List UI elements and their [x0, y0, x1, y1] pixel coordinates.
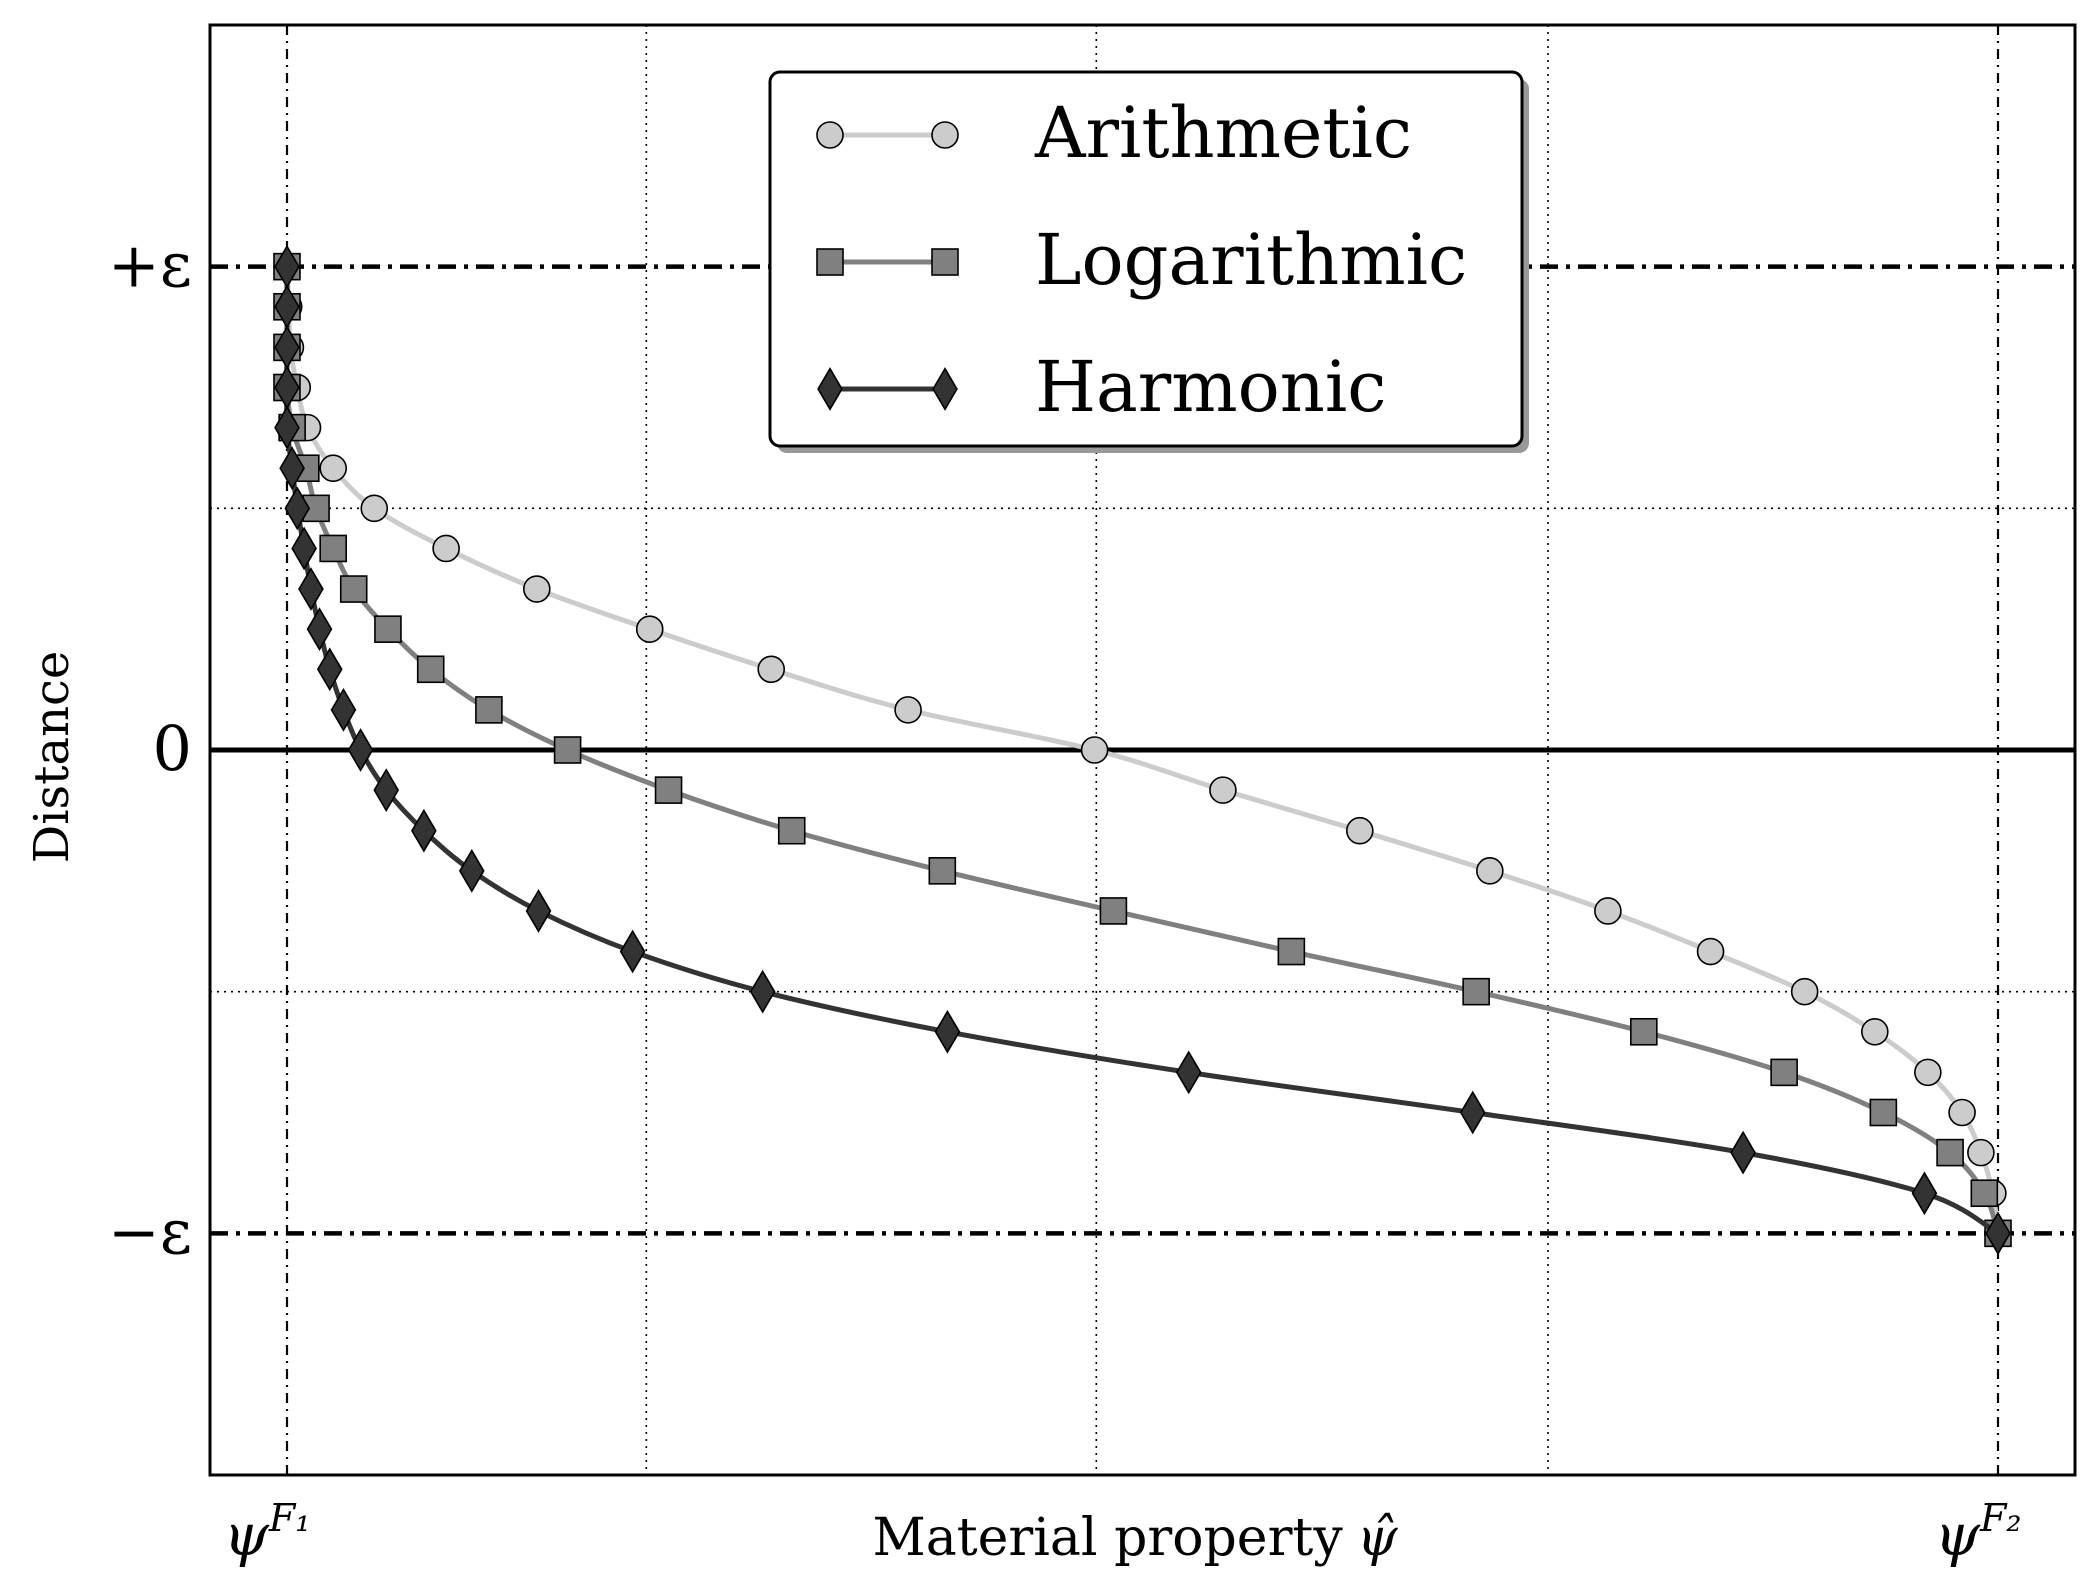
harmonic-point-2 — [274, 325, 300, 370]
legend-marker-start-harmonic — [817, 367, 843, 411]
arithmetic-point-14 — [1345, 816, 1374, 845]
harmonic-point-9 — [306, 607, 333, 652]
x-tick-label-sup-1: F₂ — [1979, 1496, 2022, 1540]
harmonic-point-10 — [316, 647, 343, 692]
harmonic-point-11 — [330, 688, 357, 732]
legend-label-harmonic: Harmonic — [1035, 346, 1386, 428]
legend-marker-end-harmonic — [932, 367, 958, 411]
arithmetic-point-20 — [1914, 1058, 1942, 1087]
x-axis-title-symbol: ψ̂ — [1357, 1508, 1399, 1568]
arithmetic-point-22 — [1967, 1138, 1995, 1167]
harmonic-point-6 — [284, 486, 311, 531]
arithmetic-point-6 — [360, 494, 389, 523]
logarithmic-point-22 — [1936, 1138, 1964, 1167]
x-axis-title: Material property ψ̂ — [873, 1508, 1399, 1568]
arithmetic-point-7 — [432, 534, 460, 563]
arithmetic-point-12 — [1080, 736, 1109, 764]
logarithmic-point-16 — [1099, 897, 1128, 925]
series-layer — [273, 244, 2012, 1256]
logarithmic-point-20 — [1770, 1058, 1798, 1087]
harmonic-point-7 — [291, 526, 317, 571]
harmonic-point-18 — [749, 969, 776, 1014]
harmonic-point-5 — [279, 446, 305, 491]
x-tick-label-0: ψF₁ — [223, 1496, 310, 1569]
y-tick-label-2: −ε — [108, 1195, 192, 1268]
harmonic-point-22 — [1730, 1130, 1756, 1175]
arithmetic-point-5 — [319, 454, 347, 483]
harmonic-point-16 — [525, 889, 552, 933]
logarithmic-point-11 — [475, 696, 503, 724]
legend-box — [768, 70, 1524, 448]
harmonic-point-12 — [347, 728, 374, 772]
x-tick-label-base-1: ψ — [1934, 1501, 1980, 1569]
harmonic-point-17 — [619, 929, 646, 974]
y-tick-label-0: +ε — [108, 229, 192, 302]
legend-marker-start-arithmetic — [816, 121, 844, 149]
x-tick-label-base-0: ψ — [223, 1501, 269, 1569]
logarithmic-point-13 — [654, 776, 683, 804]
harmonic-point-13 — [373, 768, 400, 812]
arithmetic-point-8 — [523, 575, 551, 603]
arithmetic-point-13 — [1209, 776, 1237, 804]
logarithmic-point-23 — [1970, 1179, 1999, 1208]
legend-item-logarithmic: Logarithmic — [816, 219, 1467, 301]
logarithmic-point-14 — [777, 816, 806, 845]
arithmetic-point-16 — [1594, 897, 1622, 925]
arithmetic-point-10 — [757, 655, 786, 684]
harmonic-point-23 — [1911, 1171, 1938, 1216]
logarithmic-point-10 — [416, 655, 445, 684]
reference-lines — [210, 264, 2075, 1236]
arithmetic-point-18 — [1790, 977, 1819, 1006]
x-tick-label-sup-0: F₁ — [268, 1496, 311, 1540]
legend-label-logarithmic: Logarithmic — [1035, 219, 1467, 301]
legend: Arithmetic Logarithmic Harmonic — [768, 70, 1524, 448]
harmonic-point-20 — [1175, 1050, 1202, 1095]
arithmetic-point-9 — [635, 615, 664, 643]
harmonic-point-0 — [274, 244, 300, 289]
harmonic-point-8 — [298, 567, 324, 611]
logarithmic-point-18 — [1462, 977, 1490, 1006]
legend-item-arithmetic: Arithmetic — [816, 92, 1412, 174]
y-tick-label-1: 0 — [153, 712, 192, 785]
logarithmic-point-9 — [374, 615, 402, 643]
logarithmic-point-17 — [1277, 937, 1306, 966]
logarithmic-point-15 — [928, 857, 957, 885]
logarithmic-point-19 — [1630, 1017, 1658, 1046]
legend-marker-start-logarithmic — [816, 248, 844, 276]
harmonic-point-4 — [274, 405, 300, 450]
harmonic-point-24 — [1985, 1211, 2011, 1256]
harmonic-point-19 — [934, 1009, 961, 1054]
logarithmic-point-12 — [553, 736, 582, 764]
legend-marker-end-logarithmic — [931, 248, 959, 276]
y-axis-title: Distance — [24, 651, 80, 864]
logarithmic-point-8 — [339, 575, 368, 603]
harmonic-point-15 — [458, 848, 485, 893]
series-harmonic — [274, 244, 2011, 1256]
legend-label-arithmetic: Arithmetic — [1034, 92, 1412, 174]
logarithmic-point-7 — [319, 534, 347, 563]
harmonic-point-1 — [274, 284, 300, 329]
legend-item-harmonic: Harmonic — [817, 346, 1386, 428]
harmonic-point-21 — [1459, 1090, 1486, 1135]
x-axis-title-text: Material property — [873, 1508, 1344, 1568]
arithmetic-point-17 — [1696, 937, 1725, 966]
legend-marker-end-arithmetic — [931, 121, 959, 149]
arithmetic-point-21 — [1948, 1098, 1976, 1127]
harmonic-point-14 — [411, 808, 437, 853]
arithmetic-point-19 — [1861, 1017, 1889, 1046]
series-logarithmic — [273, 252, 2012, 1248]
logarithmic-point-21 — [1869, 1098, 1898, 1127]
x-tick-label-1: ψF₂ — [1934, 1496, 2021, 1569]
arithmetic-point-15 — [1476, 857, 1504, 885]
arithmetic-point-11 — [894, 696, 922, 724]
